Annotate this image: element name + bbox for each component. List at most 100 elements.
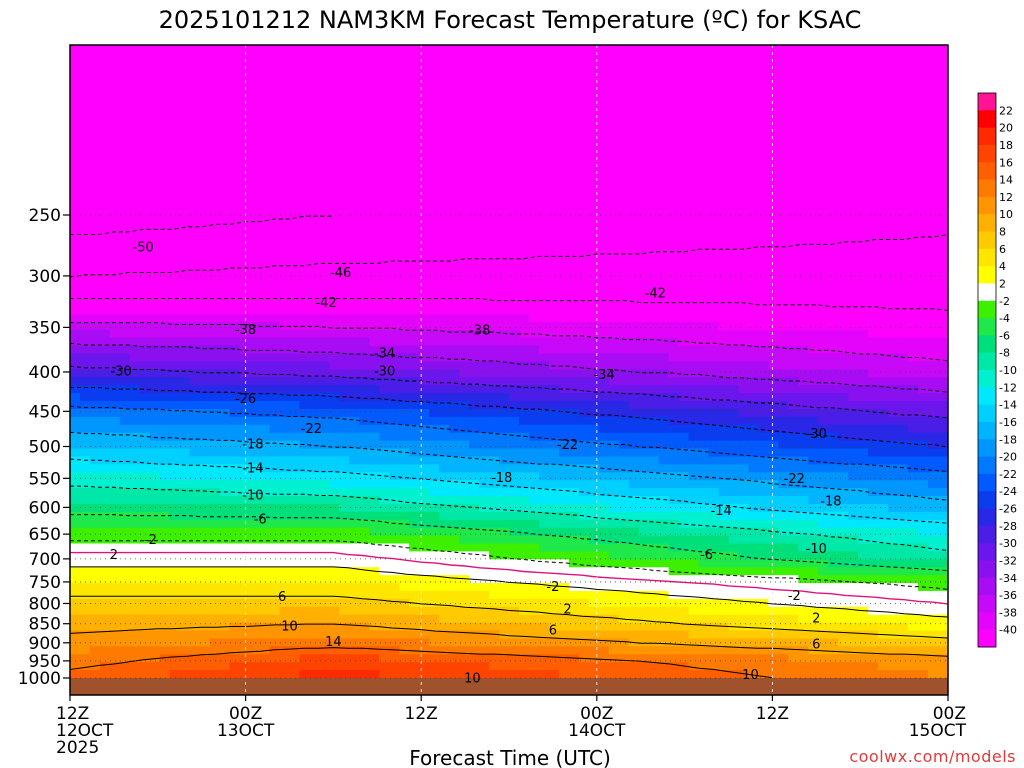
field-cell bbox=[139, 203, 151, 212]
field-cell bbox=[189, 219, 201, 228]
field-cell bbox=[389, 155, 400, 165]
field-cell bbox=[499, 408, 510, 418]
field-cell bbox=[70, 100, 81, 109]
field-cell bbox=[119, 511, 131, 521]
field-cell bbox=[499, 345, 510, 355]
field-cell bbox=[369, 124, 380, 133]
field-cell bbox=[259, 45, 271, 54]
field-cell bbox=[479, 211, 490, 220]
field-cell bbox=[369, 614, 380, 624]
field-cell bbox=[389, 393, 400, 402]
field-cell bbox=[89, 416, 101, 426]
field-cell bbox=[179, 590, 191, 600]
field-cell bbox=[409, 519, 420, 529]
field-cell bbox=[229, 416, 241, 426]
field-cell bbox=[459, 147, 470, 157]
field-cell bbox=[319, 100, 331, 109]
field-cell bbox=[179, 274, 191, 283]
field-cell bbox=[499, 369, 510, 378]
field-cell bbox=[219, 480, 231, 489]
field-cell bbox=[618, 519, 630, 529]
field-cell bbox=[329, 139, 340, 149]
field-cell bbox=[598, 496, 610, 505]
field-cell bbox=[139, 250, 151, 260]
field-cell bbox=[558, 60, 570, 70]
field-cell bbox=[199, 401, 211, 410]
field-cell bbox=[439, 424, 450, 434]
field-cell bbox=[309, 464, 321, 473]
field-cell bbox=[349, 187, 360, 196]
field-cell bbox=[479, 132, 490, 141]
field-cell bbox=[199, 567, 211, 576]
field-cell bbox=[129, 480, 141, 489]
field-cell bbox=[668, 171, 680, 181]
field-cell bbox=[319, 503, 331, 513]
field-cell bbox=[449, 306, 460, 315]
field-cell bbox=[339, 385, 350, 394]
field-cell bbox=[618, 464, 630, 473]
field-cell bbox=[439, 298, 450, 307]
field-cell bbox=[199, 432, 211, 442]
field-cell bbox=[638, 76, 650, 86]
field-cell bbox=[658, 290, 670, 299]
field-cell bbox=[159, 401, 171, 410]
field-cell bbox=[119, 187, 131, 196]
field-cell bbox=[598, 306, 610, 315]
field-cell bbox=[259, 551, 271, 560]
field-cell bbox=[469, 298, 480, 307]
field-cell bbox=[608, 155, 620, 165]
field-cell bbox=[199, 290, 211, 299]
field-cell bbox=[479, 353, 490, 363]
field-cell bbox=[558, 503, 570, 513]
field-cell bbox=[189, 393, 201, 402]
field-cell bbox=[339, 551, 350, 560]
field-cell bbox=[349, 203, 360, 212]
field-cell bbox=[159, 155, 171, 165]
field-cell bbox=[89, 84, 101, 94]
field-cell bbox=[199, 638, 211, 647]
field-cell bbox=[558, 385, 570, 394]
field-cell bbox=[538, 250, 550, 260]
field-cell bbox=[489, 527, 500, 537]
field-cell bbox=[598, 598, 610, 608]
field-cell bbox=[489, 369, 500, 378]
field-cell bbox=[399, 195, 410, 204]
field-cell bbox=[189, 511, 201, 521]
field-cell bbox=[528, 234, 540, 244]
field-cell bbox=[329, 290, 340, 299]
field-cell bbox=[299, 290, 311, 299]
field-cell bbox=[119, 155, 131, 165]
field-cell bbox=[79, 124, 91, 133]
field-cell bbox=[369, 171, 380, 181]
field-cell bbox=[489, 124, 500, 133]
field-cell bbox=[359, 163, 370, 173]
field-cell bbox=[568, 448, 580, 458]
field-cell bbox=[548, 527, 560, 537]
field-cell bbox=[469, 179, 480, 189]
field-cell bbox=[628, 464, 640, 473]
field-cell bbox=[70, 401, 81, 410]
field-cell bbox=[249, 242, 261, 252]
field-cell bbox=[179, 290, 191, 299]
field-cell bbox=[499, 290, 510, 299]
field-cell bbox=[299, 638, 311, 647]
field-cell bbox=[658, 242, 670, 252]
field-cell bbox=[528, 179, 540, 189]
field-cell bbox=[359, 234, 370, 244]
field-cell bbox=[219, 670, 231, 679]
field-cell bbox=[409, 662, 420, 671]
field-cell bbox=[548, 187, 560, 196]
field-cell bbox=[499, 124, 510, 133]
field-cell bbox=[419, 480, 430, 489]
field-cell bbox=[648, 321, 660, 331]
field-cell bbox=[99, 124, 111, 133]
field-cell bbox=[648, 139, 660, 149]
field-cell bbox=[608, 440, 620, 450]
field-cell bbox=[339, 654, 350, 663]
field-cell bbox=[558, 226, 570, 236]
field-cell bbox=[339, 282, 350, 291]
field-cell bbox=[648, 68, 660, 78]
field-cell bbox=[289, 575, 301, 584]
field-cell bbox=[648, 100, 660, 109]
field-cell bbox=[489, 590, 500, 600]
